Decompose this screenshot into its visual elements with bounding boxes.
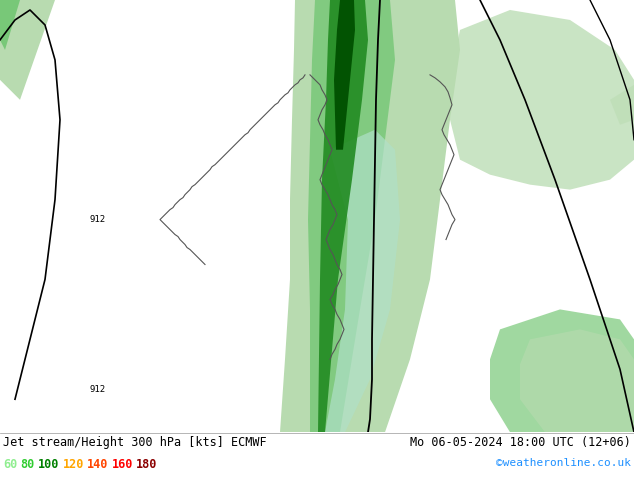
Polygon shape (0, 0, 20, 50)
Text: 912: 912 (90, 215, 106, 224)
Text: ©weatheronline.co.uk: ©weatheronline.co.uk (496, 458, 631, 468)
Text: Mo 06-05-2024 18:00 UTC (12+06): Mo 06-05-2024 18:00 UTC (12+06) (410, 436, 631, 449)
Polygon shape (520, 329, 634, 432)
Polygon shape (325, 130, 400, 432)
Text: 180: 180 (136, 458, 158, 471)
Text: 100: 100 (38, 458, 59, 471)
Text: 120: 120 (62, 458, 84, 471)
Text: Jet stream/Height 300 hPa [kts] ECMWF: Jet stream/Height 300 hPa [kts] ECMWF (3, 436, 267, 449)
Polygon shape (318, 0, 368, 432)
Polygon shape (334, 0, 355, 150)
Text: 80: 80 (20, 458, 35, 471)
Polygon shape (0, 0, 55, 100)
Text: 912: 912 (90, 385, 106, 394)
Text: 140: 140 (87, 458, 108, 471)
Polygon shape (308, 0, 395, 432)
Polygon shape (490, 309, 634, 432)
Polygon shape (450, 10, 634, 190)
Text: 160: 160 (112, 458, 133, 471)
Text: 60: 60 (3, 458, 17, 471)
Polygon shape (610, 85, 634, 125)
Polygon shape (280, 0, 460, 432)
